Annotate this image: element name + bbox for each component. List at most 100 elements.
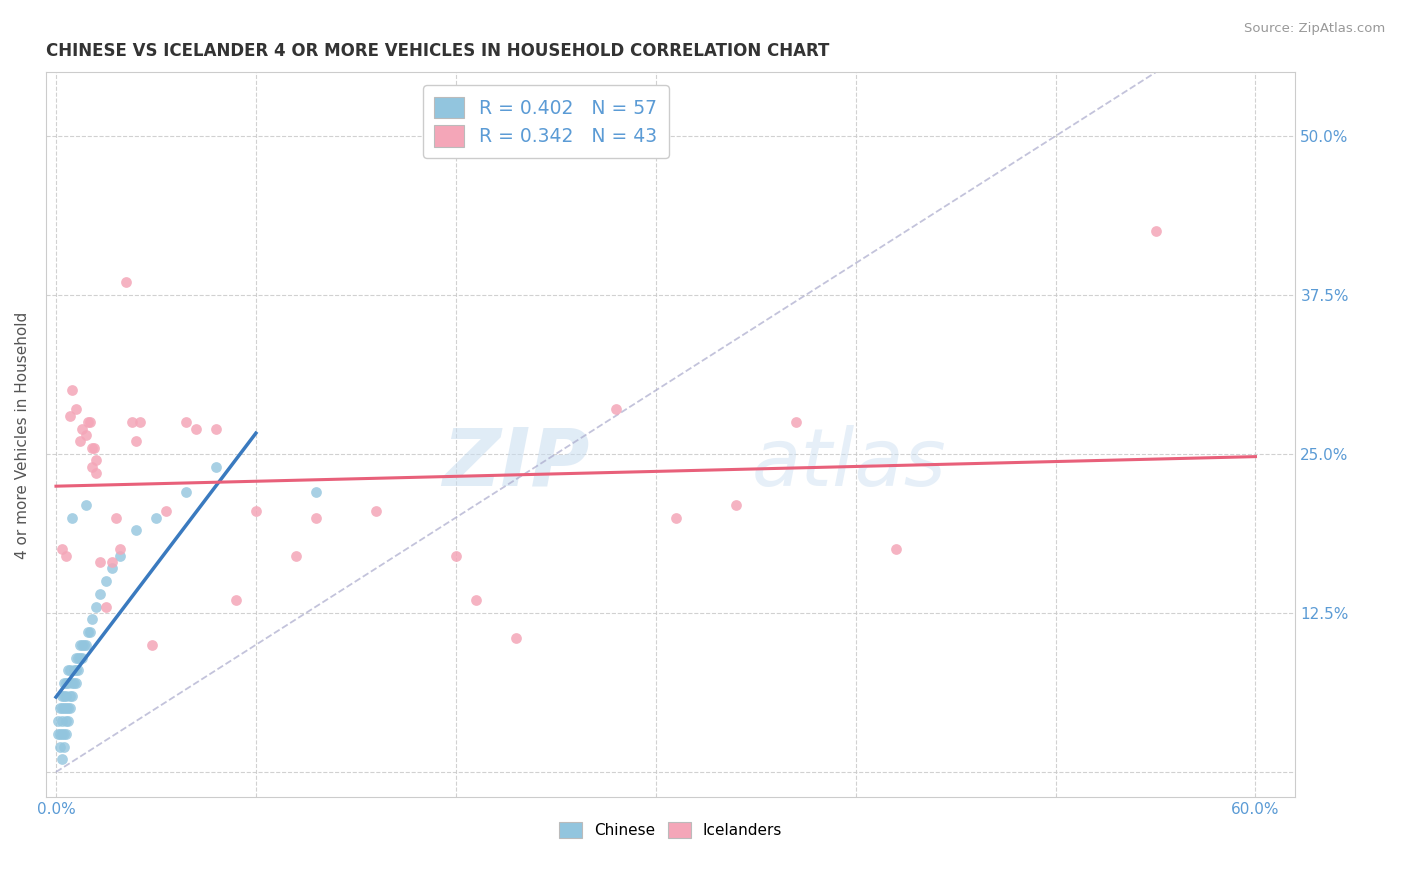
Text: CHINESE VS ICELANDER 4 OR MORE VEHICLES IN HOUSEHOLD CORRELATION CHART: CHINESE VS ICELANDER 4 OR MORE VEHICLES … (46, 42, 830, 60)
Point (89, 587, 111, 601)
Point (115, 275, 138, 289)
Point (56, 714, 79, 728)
Point (63, 663, 86, 677)
Point (60, 676, 83, 690)
Point (66, 663, 89, 677)
Point (79, 415, 101, 429)
Point (184, 421, 207, 435)
Point (84, 599, 107, 614)
Point (108, 549, 131, 563)
Legend: Chinese, Icelanders: Chinese, Icelanders (553, 816, 789, 844)
Point (55, 676, 77, 690)
Point (94, 574, 117, 589)
Point (174, 415, 197, 429)
Point (129, 415, 152, 429)
Point (46, 714, 69, 728)
Point (52, 676, 75, 690)
Point (52, 701, 75, 715)
Point (56, 676, 79, 690)
Point (70, 638, 93, 652)
Point (46, 727, 69, 741)
Point (80, 612, 103, 626)
Point (225, 593, 247, 607)
Point (56, 701, 79, 715)
Point (464, 593, 486, 607)
Point (49, 701, 72, 715)
Point (174, 485, 197, 500)
Point (141, 638, 163, 652)
Point (125, 524, 148, 538)
Point (89, 555, 111, 569)
Point (125, 434, 148, 449)
Point (94, 599, 117, 614)
Text: Source: ZipAtlas.com: Source: ZipAtlas.com (1244, 22, 1385, 36)
Point (55, 701, 77, 715)
Point (724, 498, 747, 512)
Point (84, 453, 107, 467)
Point (444, 549, 467, 563)
Y-axis label: 4 or more Vehicles in Household: 4 or more Vehicles in Household (15, 311, 30, 558)
Point (69, 638, 91, 652)
Point (305, 485, 328, 500)
Point (65, 663, 87, 677)
Point (75, 428, 97, 442)
Point (55, 549, 77, 563)
Point (55, 689, 77, 703)
Point (55, 727, 77, 741)
Point (51, 701, 73, 715)
Point (60, 384, 83, 398)
Point (56, 663, 79, 677)
Point (51, 727, 73, 741)
Text: atlas: atlas (752, 425, 946, 503)
Point (59, 663, 82, 677)
Point (80, 441, 103, 455)
Point (73, 638, 96, 652)
Point (205, 459, 228, 474)
Point (104, 510, 127, 524)
Point (121, 415, 143, 429)
Point (65, 650, 87, 665)
Point (60, 689, 83, 703)
Point (52, 727, 75, 741)
Point (108, 542, 131, 557)
Point (155, 504, 177, 518)
Point (605, 402, 627, 417)
Point (59, 701, 82, 715)
Point (52, 689, 75, 703)
Point (884, 542, 907, 557)
Point (1144, 224, 1167, 238)
Point (101, 561, 124, 575)
Point (66, 650, 89, 665)
Point (65, 676, 87, 690)
Point (51, 542, 73, 557)
Point (145, 510, 167, 524)
Point (79, 625, 101, 640)
Point (284, 549, 307, 563)
Point (665, 510, 688, 524)
Point (49, 739, 72, 754)
Point (51, 752, 73, 766)
Point (55, 714, 77, 728)
Point (364, 504, 387, 518)
Point (80, 459, 103, 474)
Point (70, 650, 93, 665)
Point (69, 434, 91, 449)
Point (75, 498, 97, 512)
Point (77, 415, 100, 429)
Point (305, 510, 328, 524)
Point (69, 650, 91, 665)
Point (77, 625, 100, 640)
Point (59, 689, 82, 703)
Point (60, 510, 83, 524)
Point (84, 466, 107, 480)
Point (101, 555, 124, 569)
Point (51, 714, 73, 728)
Point (505, 632, 527, 646)
Point (205, 421, 228, 435)
Point (49, 727, 72, 741)
Point (785, 415, 807, 429)
Point (51, 689, 73, 703)
Point (75, 638, 97, 652)
Point (70, 421, 93, 435)
Point (63, 676, 86, 690)
